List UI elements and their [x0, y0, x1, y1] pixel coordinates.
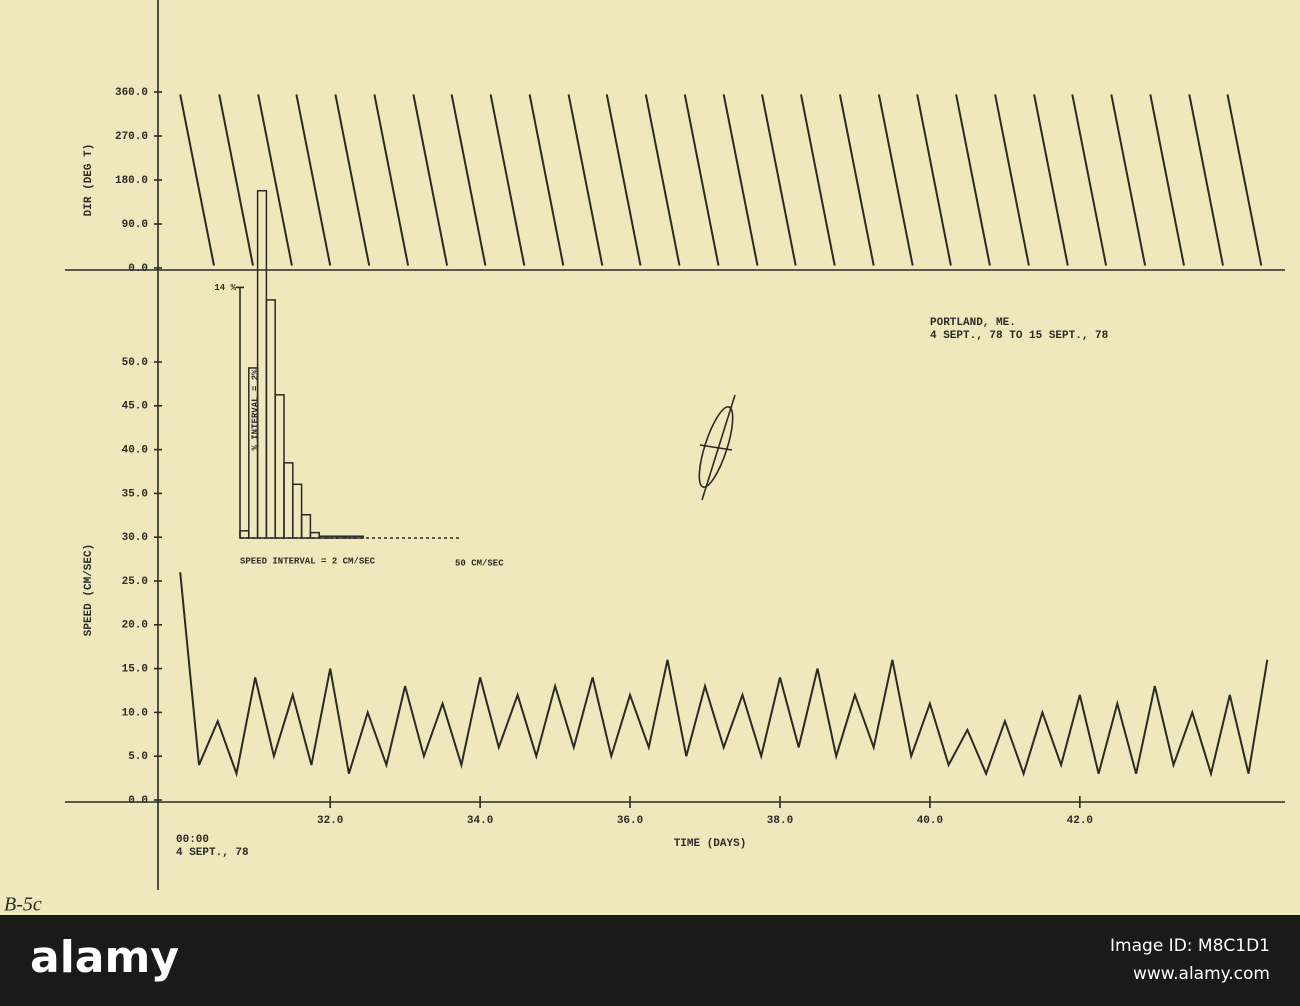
paper: [0, 0, 1300, 915]
footer-bar: [0, 915, 1300, 1006]
start-label: 4 SEPT., 78: [176, 847, 249, 859]
y-tick-label: 15.0: [122, 664, 148, 676]
data-line: [179, 94, 1263, 266]
y-tick-label: 0.0: [128, 795, 148, 807]
footer-id: Image ID: M8C1D1: [1110, 936, 1270, 956]
y-tick-label: 45.0: [122, 401, 148, 413]
progressive-vector: [698, 394, 736, 501]
x-tick-label: 32.0: [317, 815, 343, 827]
annotation: PORTLAND, ME.: [930, 317, 1016, 329]
y-tick-label: 35.0: [122, 488, 148, 500]
hist-end-label: 50 CM/SEC: [455, 558, 504, 568]
footer-url: www.alamy.com: [1133, 964, 1270, 984]
x-tick-label: 34.0: [467, 815, 493, 827]
y-tick-label: 10.0: [122, 707, 148, 719]
y-tick-label: 180.0: [115, 175, 148, 187]
x-tick-label: 38.0: [767, 815, 793, 827]
y-tick-label: 40.0: [122, 445, 148, 457]
y-tick-label: 50.0: [122, 357, 148, 369]
x-tick-label: 36.0: [617, 815, 643, 827]
y-tick-label: 90.0: [122, 219, 148, 231]
y-tick-label: 0.0: [128, 263, 148, 275]
x-tick-label: 40.0: [917, 815, 943, 827]
y-tick-label: 14 %: [214, 283, 236, 293]
start-label: 00:00: [176, 834, 209, 846]
y-tick-label: 30.0: [122, 532, 148, 544]
footer-logo: alamy: [30, 932, 179, 983]
hist-y-title: % INTERVAL = 2%: [250, 369, 260, 451]
y-tick-label: 25.0: [122, 576, 148, 588]
hist-bar: [309, 531, 320, 539]
x-axis-title: TIME (DAYS): [674, 838, 747, 850]
y-tick-label: 5.0: [128, 751, 148, 763]
hist-bar: [353, 535, 364, 539]
y-tick-label: 20.0: [122, 620, 148, 632]
annotation: 4 SEPT., 78 TO 15 SEPT., 78: [930, 330, 1109, 342]
y-tick-label: 270.0: [115, 131, 148, 143]
hist-bar: [292, 483, 303, 539]
data-line: [179, 572, 1269, 778]
hist-x-title: SPEED INTERVAL = 2 CM/SEC: [240, 556, 376, 566]
x-tick-label: 42.0: [1067, 815, 1093, 827]
dir-axis-title: DIR (DEG T): [83, 144, 95, 217]
page-label: B-5c: [4, 894, 42, 916]
speed-axis-title: SPEED (CM/SEC): [83, 544, 95, 636]
y-tick-label: 360.0: [115, 87, 148, 99]
hist-bar: [300, 513, 312, 539]
